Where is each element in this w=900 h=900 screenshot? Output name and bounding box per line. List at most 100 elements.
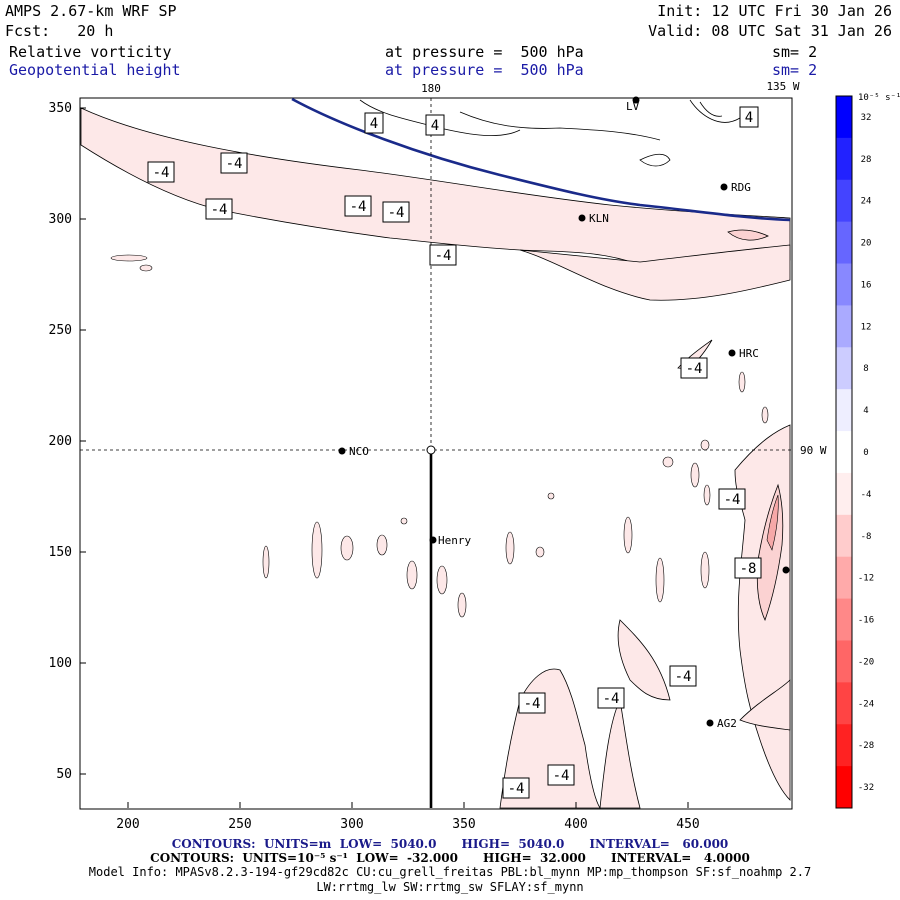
y-tick-label: 350 <box>49 101 72 116</box>
contour-label: -4 <box>518 692 546 714</box>
x-tick-label: 300 <box>340 817 363 832</box>
colorbar-label: -4 <box>861 490 872 500</box>
colorbar-label: -8 <box>861 532 872 542</box>
y-axis: 350 300 250 200 150 100 50 <box>49 101 72 782</box>
x-tick-marks <box>127 802 689 808</box>
height-contour-info: CONTOURS: UNITS=m LOW= 5040.0 HIGH= 5040… <box>171 837 729 851</box>
small-vorticity-blobs <box>110 254 769 618</box>
colorbar-swatch <box>836 221 852 265</box>
svg-text:4: 4 <box>431 118 439 134</box>
svg-text:-4: -4 <box>388 205 405 221</box>
colorbar-label: -28 <box>858 741 874 751</box>
contour-label: -4 <box>547 764 575 786</box>
svg-text:-4: -4 <box>211 202 228 218</box>
colorbar-label: 24 <box>861 197 872 207</box>
colorbar-label: -16 <box>858 616 874 626</box>
colorbar-label: 32 <box>861 113 872 123</box>
contour-label: -4 <box>220 152 248 174</box>
y-tick-label: 150 <box>49 545 72 560</box>
contour-label: -4 <box>147 161 175 183</box>
colorbar-swatch <box>836 724 852 767</box>
cross-section-marker <box>426 445 436 455</box>
colorbar-swatch <box>836 766 852 809</box>
contour-label: -4 <box>597 687 625 709</box>
field2-level: at pressure = 500 hPa <box>385 61 584 79</box>
svg-text:-4: -4 <box>153 165 170 181</box>
model-title: AMPS 2.67-km WRF SP <box>5 2 177 20</box>
colorbar-label: 8 <box>863 364 868 374</box>
geopotential-height-contour <box>291 97 791 222</box>
y-tick-marks <box>80 107 86 775</box>
colorbar-label: 20 <box>861 239 872 249</box>
colorbar-label: -12 <box>858 574 874 584</box>
stations: LV RDG KLN HRC NCO Henry AG2 <box>338 96 790 730</box>
y-tick-label: 200 <box>49 434 72 449</box>
field1-name: Relative vorticity <box>9 43 172 61</box>
colorbar-frame <box>835 95 853 809</box>
colorbar-unit: 10⁻⁵ s⁻¹ <box>858 93 900 103</box>
station-label-henry: Henry <box>438 534 471 547</box>
station-label-ag2: AG2 <box>717 717 737 730</box>
model-info: Model Info: MPASv8.2.3-194-gf29cd82c CU:… <box>88 865 812 879</box>
colorbar-label: 12 <box>861 322 872 332</box>
y-tick-label: 50 <box>56 767 72 782</box>
svg-text:-4: -4 <box>553 768 570 784</box>
svg-text:-4: -4 <box>350 199 367 215</box>
contour-label: -4 <box>382 201 410 223</box>
contour-label: -4 <box>429 244 457 266</box>
field2-smoothing: sm= 2 <box>772 61 818 79</box>
svg-text:-4: -4 <box>524 696 541 712</box>
colorbar-label: -32 <box>858 783 874 793</box>
svg-text:-4: -4 <box>435 248 452 264</box>
colorbar-label: -24 <box>858 699 874 709</box>
init-time: Init: 12 UTC Fri 30 Jan 26 <box>657 2 892 20</box>
contour-label: -4 <box>718 488 746 510</box>
station-label-hrc: HRC <box>739 347 759 360</box>
colorbar-swatch <box>836 472 852 516</box>
x-tick-label: 350 <box>452 817 475 832</box>
colorbar-swatch <box>836 556 852 600</box>
station-label-rdg: RDG <box>731 181 751 194</box>
vorticity-contour-info: CONTOURS: UNITS=10⁻⁵ s⁻¹ LOW= -32.000 HI… <box>150 851 750 865</box>
colorbar-swatch <box>836 263 852 306</box>
svg-text:-4: -4 <box>508 781 525 797</box>
contour-label: 4 <box>425 114 445 136</box>
svg-text:4: 4 <box>370 116 378 132</box>
x-tick-label: 200 <box>116 817 139 832</box>
x-tick-label: 250 <box>228 817 251 832</box>
svg-text:4: 4 <box>745 110 753 126</box>
svg-text:-4: -4 <box>724 492 741 508</box>
model-info-physics: LW:rrtmg_lw SW:rrtmg_sw SFLAY:sf_mynn <box>316 880 584 894</box>
colorbar-swatch <box>836 682 852 725</box>
meridian-label-90w: 90 W <box>800 444 827 457</box>
field1-level: at pressure = 500 hPa <box>385 43 584 61</box>
field1-smoothing: sm= 2 <box>772 43 818 61</box>
svg-text:-4: -4 <box>226 156 243 172</box>
colorbar-swatch <box>836 305 852 348</box>
meridian-label-180: 180 <box>421 82 441 95</box>
meridian-label-135w: 135 W <box>766 80 799 93</box>
contour-label: 4 <box>739 106 759 128</box>
contour-label: -4 <box>502 777 530 799</box>
svg-text:-4: -4 <box>675 669 692 685</box>
y-tick-label: 250 <box>49 323 72 338</box>
colorbar-swatch <box>836 347 852 390</box>
colorbar-label: 28 <box>861 155 872 165</box>
colorbar-label: -20 <box>858 657 874 667</box>
x-tick-label: 400 <box>564 817 587 832</box>
contour-labels: 4 4 4 -4 -4 -4 -4 -4 -4 -4 -4 -4 -4 -4 -… <box>147 106 762 799</box>
valid-time: Valid: 08 UTC Sat 31 Jan 26 <box>648 22 892 40</box>
svg-text:-8: -8 <box>740 561 757 577</box>
svg-text:-4: -4 <box>603 691 620 707</box>
colorbar-swatch <box>836 137 852 181</box>
field2-name: Geopotential height <box>9 61 181 79</box>
colorbar-swatch <box>836 514 852 558</box>
x-axis: 200 250 300 350 400 450 <box>116 817 699 832</box>
svg-text:-4: -4 <box>686 361 703 377</box>
contour-label: 4 <box>364 112 384 134</box>
contour-label: -4 <box>680 357 708 379</box>
contour-label: -4 <box>344 195 372 217</box>
colorbar: 32 28 24 20 16 12 8 4 0 -4 -8 -12 -16 -20 -24 -28 -32 <box>835 95 874 809</box>
colorbar-label: 16 <box>861 280 872 290</box>
